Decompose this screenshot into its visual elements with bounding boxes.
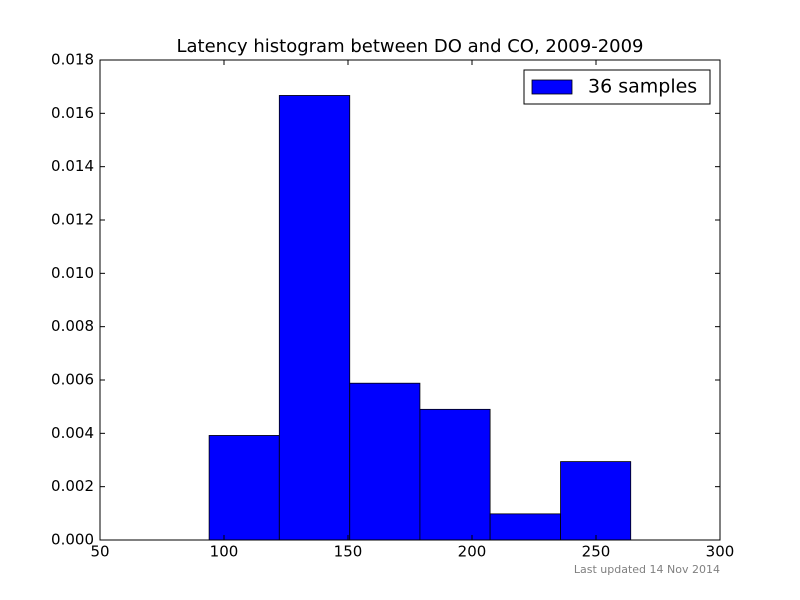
bar — [489, 513, 561, 541]
bar — [419, 408, 491, 541]
y-tick-label: 0.008 — [51, 317, 94, 335]
bar — [560, 461, 632, 541]
x-tick-label: 50 — [90, 543, 109, 561]
legend-label: 36 samples — [588, 76, 697, 98]
bar — [349, 382, 421, 541]
y-tick-label: 0.002 — [51, 477, 94, 495]
y-tick-label: 0.010 — [51, 264, 94, 282]
y-tick-label: 0.000 — [51, 531, 94, 549]
y-tick-label: 0.012 — [51, 211, 94, 229]
legend-swatch — [531, 79, 573, 95]
bar — [208, 435, 280, 541]
chart-title: Latency histogram between DO and CO, 200… — [176, 36, 643, 57]
y-tick-label: 0.016 — [51, 104, 94, 122]
x-tick-label: 100 — [210, 543, 239, 561]
x-tick-label: 150 — [334, 543, 363, 561]
footnote: Last updated 14 Nov 2014 — [574, 563, 720, 576]
y-tick-label: 0.014 — [51, 157, 94, 175]
plot-frame — [99, 59, 721, 541]
bar — [278, 95, 351, 541]
y-tick-label: 0.004 — [51, 424, 94, 442]
y-tick-label: 0.006 — [51, 371, 94, 389]
x-tick-label: 300 — [706, 543, 735, 561]
x-tick-label: 250 — [582, 543, 611, 561]
y-tick-label: 0.018 — [51, 51, 94, 69]
x-tick-label: 200 — [458, 543, 487, 561]
